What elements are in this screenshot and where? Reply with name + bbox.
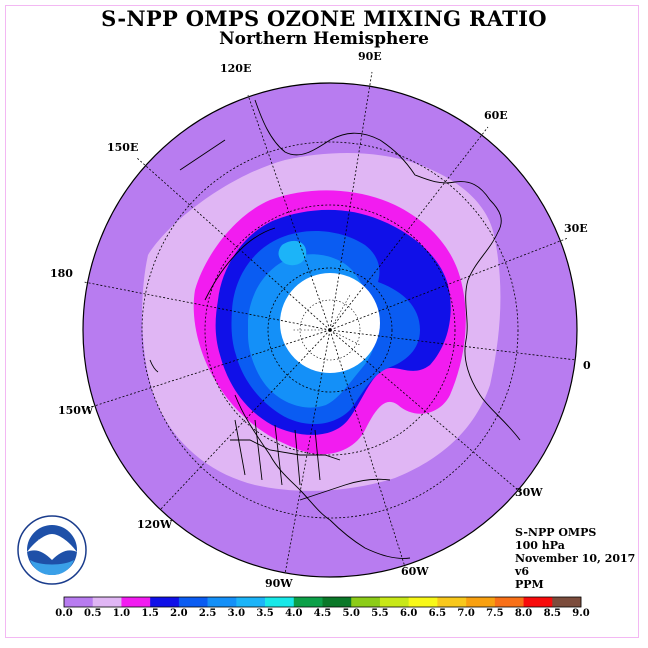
lon-label: 0 bbox=[583, 359, 591, 372]
legend-tick-label: 1.5 bbox=[141, 608, 159, 619]
legend-tick-label: 2.5 bbox=[198, 608, 217, 619]
legend-tick-label: 7.5 bbox=[486, 608, 504, 619]
lon-label: 150W bbox=[58, 404, 94, 417]
lon-label: 120W bbox=[137, 518, 173, 531]
legend-tick-label: 8.5 bbox=[543, 608, 561, 619]
map-title: S-NPP OMPS OZONE MIXING RATIO bbox=[101, 6, 547, 31]
legend-tick-label: 4.0 bbox=[285, 608, 303, 619]
band-3.0-3.5-patch bbox=[278, 240, 307, 266]
lon-label: 150E bbox=[107, 141, 139, 154]
legend-tick-label: 8.0 bbox=[514, 608, 533, 619]
lon-label: 30E bbox=[564, 222, 588, 235]
lon-label: 30W bbox=[515, 486, 543, 499]
legend-tick-label: 5.0 bbox=[342, 608, 360, 619]
coastlines bbox=[149, 99, 521, 559]
version-label: v6 bbox=[515, 565, 530, 578]
map-outline bbox=[82, 82, 578, 578]
legend-tick-label: 9.0 bbox=[572, 608, 590, 619]
lon-label: 60E bbox=[484, 109, 508, 122]
info-block: S-NPP OMPS 100 hPa November 10, 2017 v6 … bbox=[515, 526, 635, 591]
legend-tick-label: 0.5 bbox=[84, 608, 102, 619]
pole-graticule bbox=[292, 294, 361, 361]
date-label: November 10, 2017 bbox=[515, 552, 636, 565]
lon-label: 120E bbox=[220, 62, 252, 75]
legend-tick-label: 3.0 bbox=[227, 608, 246, 619]
legend-tick-label: 1.0 bbox=[112, 608, 131, 619]
lon-label: 90E bbox=[358, 50, 382, 63]
polar-night-gap bbox=[280, 273, 380, 373]
lon-label: 90W bbox=[265, 577, 293, 590]
plot-frame bbox=[5, 5, 639, 638]
legend-tick-label: 6.0 bbox=[399, 608, 418, 619]
lon-label: 180 bbox=[50, 267, 73, 280]
legend-tick-label: 0.0 bbox=[55, 608, 73, 619]
legend-tick-label: 4.5 bbox=[313, 608, 332, 619]
graticule bbox=[83, 71, 577, 575]
legend-tick-label: 3.5 bbox=[256, 608, 274, 619]
legend-tick-label: 5.5 bbox=[371, 608, 389, 619]
legend-tick-label: 7.0 bbox=[457, 608, 475, 619]
instrument-label: S-NPP OMPS bbox=[515, 526, 597, 539]
lon-label: 60W bbox=[401, 565, 429, 578]
legend-tick-label: 6.5 bbox=[428, 608, 447, 619]
level-label: 100 hPa bbox=[515, 539, 565, 552]
legend-tick-label: 2.0 bbox=[170, 608, 188, 619]
map-subtitle: Northern Hemisphere bbox=[219, 29, 429, 49]
unit-label: PPM bbox=[515, 578, 544, 591]
